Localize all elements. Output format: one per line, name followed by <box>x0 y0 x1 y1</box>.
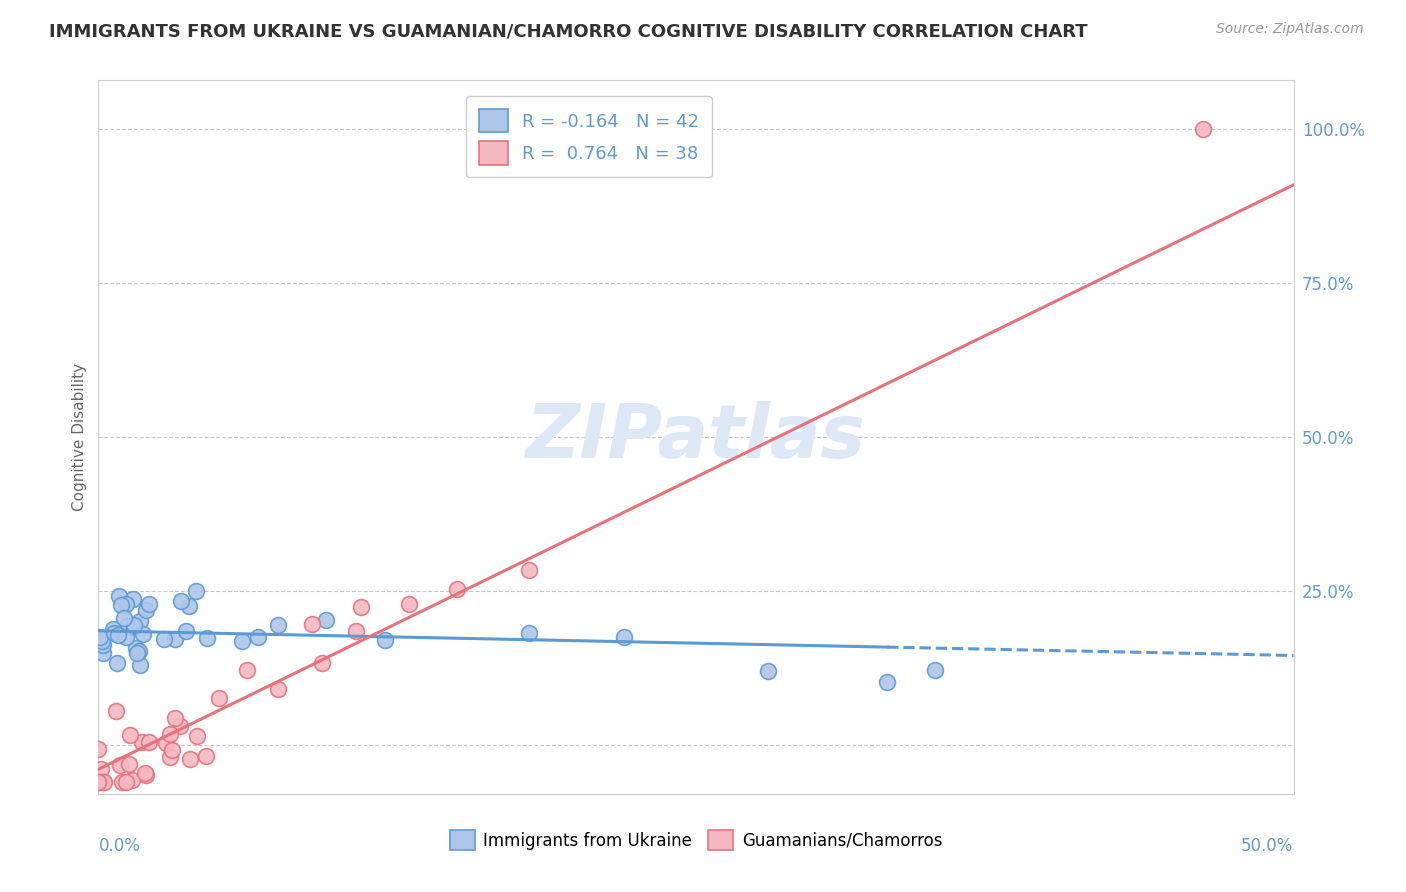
Point <box>186 730 208 744</box>
Point <box>138 597 160 611</box>
Point <box>159 727 181 741</box>
Point <box>122 591 145 606</box>
Point <box>128 658 150 673</box>
Point <box>184 584 207 599</box>
Point <box>129 614 152 628</box>
Point <box>111 774 134 789</box>
Point <box>107 589 129 603</box>
Point <box>115 619 138 633</box>
Point <box>107 628 129 642</box>
Point <box>105 656 128 670</box>
Point <box>115 630 138 644</box>
Point <box>90 762 112 776</box>
Point <box>114 597 136 611</box>
Point <box>135 768 157 782</box>
Point <box>374 633 396 648</box>
Point <box>613 630 636 644</box>
Point <box>170 594 193 608</box>
Point <box>301 616 323 631</box>
Point <box>127 647 149 661</box>
Point <box>89 630 111 644</box>
Point <box>135 603 157 617</box>
Point <box>103 626 125 640</box>
Legend: Immigrants from Ukraine, Guamanians/Chamorros: Immigrants from Ukraine, Guamanians/Cham… <box>443 823 949 857</box>
Point <box>266 618 288 632</box>
Point <box>87 774 110 789</box>
Point <box>159 750 181 764</box>
Point <box>446 582 468 596</box>
Point <box>128 644 150 658</box>
Point <box>105 704 128 718</box>
Point <box>93 774 115 789</box>
Point <box>179 751 201 765</box>
Point <box>398 598 420 612</box>
Point <box>1191 122 1213 136</box>
Point <box>160 743 183 757</box>
Point <box>91 638 114 652</box>
Point <box>110 598 132 612</box>
Point <box>247 630 270 644</box>
Text: IMMIGRANTS FROM UKRAINE VS GUAMANIAN/CHAMORRO COGNITIVE DISABILITY CORRELATION C: IMMIGRANTS FROM UKRAINE VS GUAMANIAN/CHA… <box>49 22 1088 40</box>
Point <box>924 663 946 677</box>
Point <box>120 728 142 742</box>
Point <box>153 632 176 647</box>
Point <box>91 646 114 660</box>
Text: 0.0%: 0.0% <box>98 837 141 855</box>
Point <box>517 625 540 640</box>
Point <box>125 641 148 656</box>
Point <box>91 633 114 648</box>
Point <box>876 675 898 690</box>
Point <box>169 719 191 733</box>
Y-axis label: Cognitive Disability: Cognitive Disability <box>72 363 87 511</box>
Point <box>91 774 114 789</box>
Point <box>174 624 197 638</box>
Text: ZIPatlas: ZIPatlas <box>526 401 866 474</box>
Point <box>115 774 138 789</box>
Point <box>134 765 156 780</box>
Text: 50.0%: 50.0% <box>1241 837 1294 855</box>
Point <box>195 632 218 646</box>
Point <box>517 563 540 577</box>
Point <box>207 690 229 705</box>
Point <box>101 622 124 636</box>
Text: Source: ZipAtlas.com: Source: ZipAtlas.com <box>1216 22 1364 37</box>
Point <box>87 774 110 789</box>
Point <box>756 664 779 678</box>
Point <box>108 757 131 772</box>
Point <box>350 599 373 614</box>
Point <box>114 611 136 625</box>
Point <box>131 735 153 749</box>
Point <box>311 657 333 671</box>
Point <box>87 742 110 756</box>
Point <box>165 632 187 646</box>
Point <box>124 618 146 632</box>
Point <box>194 749 217 764</box>
Point <box>121 773 143 788</box>
Point <box>155 736 177 750</box>
Point <box>231 633 253 648</box>
Point <box>344 624 367 638</box>
Point <box>315 613 337 627</box>
Point <box>177 599 200 613</box>
Point <box>138 735 160 749</box>
Point <box>124 620 146 634</box>
Point <box>87 774 110 789</box>
Point <box>118 756 141 771</box>
Point <box>236 663 259 677</box>
Point <box>163 711 186 725</box>
Point <box>266 681 288 696</box>
Point <box>131 626 153 640</box>
